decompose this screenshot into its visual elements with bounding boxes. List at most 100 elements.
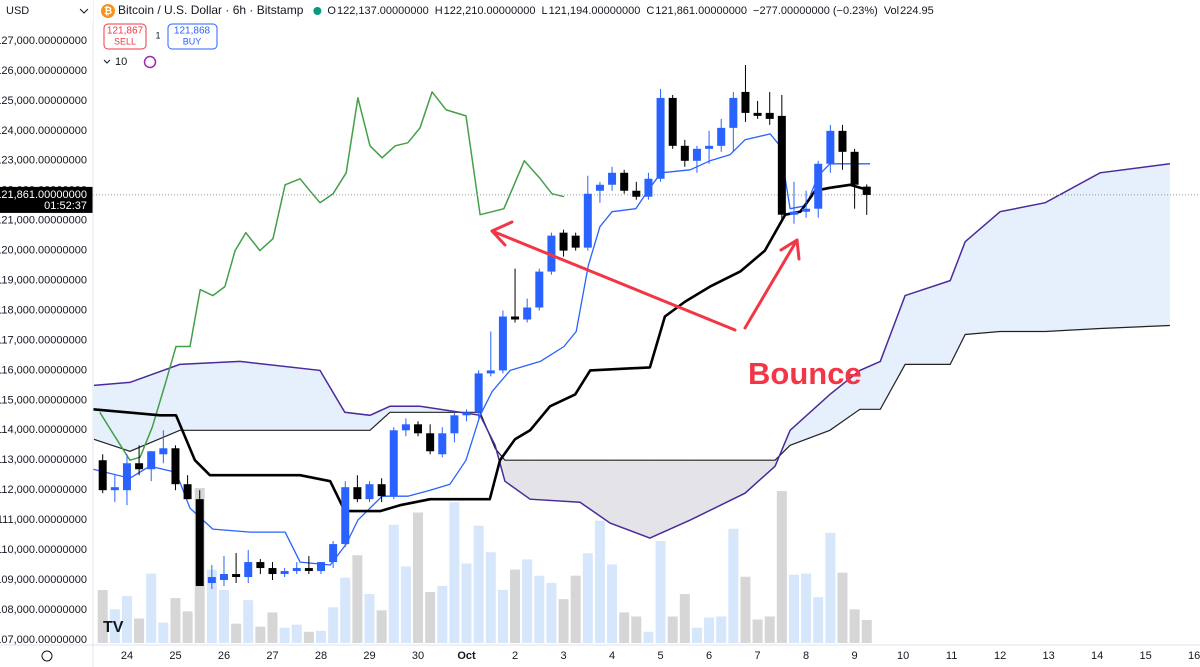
annotation-arrows <box>490 220 801 332</box>
span-b-line <box>93 163 1170 539</box>
cloud-fill <box>690 460 745 521</box>
volume-bar <box>752 619 763 643</box>
sell-button[interactable] <box>103 23 147 50</box>
candle-body <box>656 97 665 179</box>
cloud-fill <box>369 406 390 431</box>
y-tick-label: 127,000.00000000 <box>0 35 87 47</box>
cloud-fill <box>744 460 776 494</box>
volume-bar <box>279 627 290 643</box>
cloud-fill <box>239 361 321 431</box>
volume-bar <box>740 576 751 643</box>
candle-body <box>207 577 216 584</box>
volume-bar <box>594 520 605 643</box>
currency[interactable]: USD <box>6 5 29 17</box>
candle-body <box>644 178 653 197</box>
buy-label[interactable]: BUY <box>183 36 202 46</box>
settings-icon[interactable] <box>41 650 53 662</box>
volume-bar <box>485 552 496 643</box>
candle-body <box>159 448 168 455</box>
header-symbol: Bitcoin / U.S. Dollar · 6h · Bitstamp <box>118 3 304 17</box>
x-tick-label: 27 <box>266 650 278 662</box>
volume-bar <box>231 623 242 643</box>
candle-body <box>316 562 325 572</box>
candle-body <box>498 316 507 371</box>
cloud-fill <box>320 370 345 431</box>
volume-bar <box>788 574 799 643</box>
indicator-count[interactable]: 10 <box>115 56 127 68</box>
currency-box[interactable] <box>0 0 93 22</box>
candle-body <box>292 568 301 572</box>
sell-price[interactable]: 121,867 <box>107 26 144 37</box>
y-tick-label: 117,000.00000000 <box>0 334 87 346</box>
candle-body <box>838 130 847 152</box>
header-l: 121,194.00000000 <box>549 5 641 17</box>
volume-bar <box>291 624 302 643</box>
candle-body <box>353 487 362 500</box>
y-tick-label: 119,000.00000000 <box>0 274 87 286</box>
volume-bar <box>134 618 145 643</box>
cloud-fill <box>859 361 881 410</box>
header-o-label: O <box>327 5 336 17</box>
x-tick-label: 25 <box>169 650 181 662</box>
y-tick-label: 112,000.00000000 <box>0 484 87 496</box>
buy-price[interactable]: 121,868 <box>174 26 211 37</box>
sell-label[interactable]: SELL <box>114 36 136 46</box>
volume-bar <box>340 577 351 643</box>
annotation: Bounce <box>748 356 862 391</box>
volume-bar <box>121 596 132 643</box>
candle-body <box>268 568 277 575</box>
volume-bar <box>413 512 424 643</box>
x-tick-label: 13 <box>1043 650 1055 662</box>
candle-body <box>668 97 677 146</box>
volume-bar <box>667 616 678 643</box>
candle-body <box>414 424 423 434</box>
y-tick-label: 108,000.00000000 <box>0 604 87 616</box>
volume-bar <box>437 585 448 643</box>
sync-icon[interactable] <box>143 55 157 69</box>
cloud-fill <box>790 394 830 446</box>
x-tick-label: 15 <box>1140 650 1152 662</box>
volume-bar <box>400 566 411 643</box>
candle-body <box>426 433 435 452</box>
volume-bar <box>607 564 618 643</box>
price-countdown: 01:52:37 <box>44 200 87 212</box>
x-tick-label: 12 <box>994 650 1006 662</box>
volume-bar <box>497 589 508 643</box>
header-c-label: C <box>646 5 654 17</box>
x-tick-label: 16 <box>1188 650 1200 662</box>
volume-bar <box>267 612 278 643</box>
candles <box>93 64 1200 590</box>
volume-bar <box>170 598 181 643</box>
cloud-fill <box>1100 163 1170 329</box>
cloud-fill <box>530 460 581 503</box>
x-tick-label: 2 <box>512 650 518 662</box>
indicator-line <box>93 183 871 513</box>
volume-bar <box>255 626 266 643</box>
candle-body <box>280 571 289 575</box>
candle-body <box>571 235 580 248</box>
candle-body <box>680 145 689 161</box>
volume-bar <box>801 573 812 643</box>
price-label: 121,861.00000000 <box>0 189 87 201</box>
collapse-icon[interactable] <box>103 59 111 64</box>
header-vol: 224.95 <box>900 5 934 17</box>
volume-bar <box>679 594 690 643</box>
axes: 107,000.00000000 108,000.00000000 109,000.… <box>0 35 1200 662</box>
candle-body <box>802 208 811 212</box>
volume-bar <box>582 553 593 643</box>
y-tick-label: 107,000.00000000 <box>0 634 87 646</box>
volume-bar <box>704 617 715 643</box>
x-tick-label: 29 <box>363 650 375 662</box>
candle-body <box>862 186 871 195</box>
cloud-fill <box>93 382 130 452</box>
x-tick-label: 6 <box>706 650 712 662</box>
span-a-line <box>93 324 1170 461</box>
candle-body <box>304 568 313 572</box>
volume-bar <box>303 631 314 643</box>
buy-button[interactable] <box>167 23 218 50</box>
price-label-box <box>0 186 93 213</box>
candle-body <box>608 172 617 185</box>
candle-body <box>814 163 823 209</box>
candle-body <box>620 172 629 191</box>
